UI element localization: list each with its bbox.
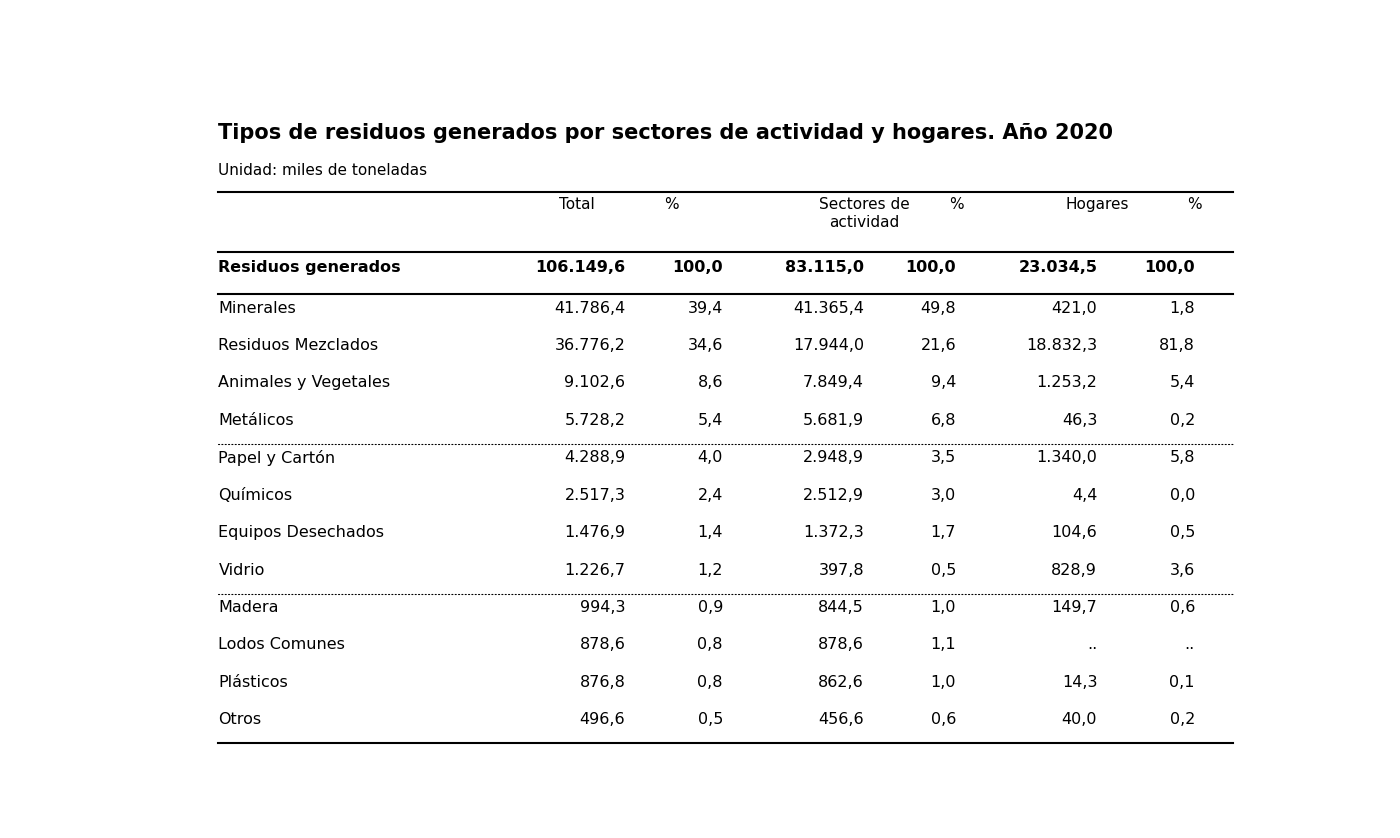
Text: 0,6: 0,6: [1169, 600, 1196, 615]
Text: 46,3: 46,3: [1061, 413, 1098, 428]
Text: Residuos Mezclados: Residuos Mezclados: [218, 338, 378, 353]
Text: ..: ..: [1184, 638, 1196, 653]
Text: 2.948,9: 2.948,9: [804, 450, 864, 465]
Text: 81,8: 81,8: [1159, 338, 1196, 353]
Text: 862,6: 862,6: [818, 675, 864, 690]
Text: 6,8: 6,8: [931, 413, 956, 428]
Text: 5,4: 5,4: [697, 413, 722, 428]
Text: Madera: Madera: [218, 600, 279, 615]
Text: 0,1: 0,1: [1169, 675, 1196, 690]
Text: 1.476,9: 1.476,9: [564, 525, 626, 541]
Text: 0,2: 0,2: [1169, 712, 1196, 727]
Text: 1,0: 1,0: [931, 675, 956, 690]
Text: 0,2: 0,2: [1169, 413, 1196, 428]
Text: 1.226,7: 1.226,7: [564, 562, 626, 577]
Text: 456,6: 456,6: [819, 712, 864, 727]
Text: 0,9: 0,9: [697, 600, 722, 615]
Text: 1.340,0: 1.340,0: [1036, 450, 1098, 465]
Text: 878,6: 878,6: [818, 638, 864, 653]
Text: 41.365,4: 41.365,4: [792, 301, 864, 316]
Text: 4,4: 4,4: [1072, 488, 1098, 503]
Text: 21,6: 21,6: [921, 338, 956, 353]
Text: Papel y Cartón: Papel y Cartón: [218, 450, 336, 466]
Text: 23.034,5: 23.034,5: [1018, 260, 1098, 275]
Text: 104,6: 104,6: [1051, 525, 1098, 541]
Text: 421,0: 421,0: [1051, 301, 1098, 316]
Text: 8,6: 8,6: [697, 375, 722, 391]
Text: %: %: [665, 198, 679, 212]
Text: 83.115,0: 83.115,0: [785, 260, 864, 275]
Text: 100,0: 100,0: [672, 260, 722, 275]
Text: Lodos Comunes: Lodos Comunes: [218, 638, 346, 653]
Text: 1,7: 1,7: [931, 525, 956, 541]
Text: 1,8: 1,8: [1169, 301, 1196, 316]
Text: 100,0: 100,0: [906, 260, 956, 275]
Text: 3,5: 3,5: [931, 450, 956, 465]
Text: 844,5: 844,5: [818, 600, 864, 615]
Text: 1,0: 1,0: [931, 600, 956, 615]
Text: 41.786,4: 41.786,4: [554, 301, 626, 316]
Text: 0,8: 0,8: [697, 675, 722, 690]
Text: Equipos Desechados: Equipos Desechados: [218, 525, 385, 541]
Text: 2.517,3: 2.517,3: [564, 488, 626, 503]
Text: 149,7: 149,7: [1051, 600, 1098, 615]
Text: 18.832,3: 18.832,3: [1026, 338, 1098, 353]
Text: 5.728,2: 5.728,2: [564, 413, 626, 428]
Text: 4,0: 4,0: [697, 450, 722, 465]
Text: 1,2: 1,2: [697, 562, 722, 577]
Text: 0,5: 0,5: [1169, 525, 1196, 541]
Text: 1,1: 1,1: [931, 638, 956, 653]
Text: 876,8: 876,8: [580, 675, 626, 690]
Text: 5,8: 5,8: [1169, 450, 1196, 465]
Text: ..: ..: [1086, 638, 1098, 653]
Text: Tipos de residuos generados por sectores de actividad y hogares. Año 2020: Tipos de residuos generados por sectores…: [218, 123, 1113, 143]
Text: 397,8: 397,8: [819, 562, 864, 577]
Text: Plásticos: Plásticos: [218, 675, 288, 690]
Text: 34,6: 34,6: [687, 338, 722, 353]
Text: 1.372,3: 1.372,3: [804, 525, 864, 541]
Text: 0,8: 0,8: [697, 638, 722, 653]
Text: Animales y Vegetales: Animales y Vegetales: [218, 375, 391, 391]
Text: 17.944,0: 17.944,0: [792, 338, 864, 353]
Text: 49,8: 49,8: [921, 301, 956, 316]
Text: 1.253,2: 1.253,2: [1036, 375, 1098, 391]
Text: 2.512,9: 2.512,9: [804, 488, 864, 503]
Text: 878,6: 878,6: [580, 638, 626, 653]
Text: 40,0: 40,0: [1061, 712, 1098, 727]
Text: 39,4: 39,4: [687, 301, 722, 316]
Text: 0,0: 0,0: [1169, 488, 1196, 503]
Text: %: %: [1187, 198, 1203, 212]
Text: 7.849,4: 7.849,4: [804, 375, 864, 391]
Text: 828,9: 828,9: [1051, 562, 1098, 577]
Text: Hogares: Hogares: [1065, 198, 1128, 212]
Text: 9.102,6: 9.102,6: [564, 375, 626, 391]
Text: %: %: [949, 198, 963, 212]
Text: Químicos: Químicos: [218, 488, 293, 503]
Text: 2,4: 2,4: [697, 488, 722, 503]
Text: 36.776,2: 36.776,2: [554, 338, 626, 353]
Text: 0,6: 0,6: [931, 712, 956, 727]
Text: 3,0: 3,0: [931, 488, 956, 503]
Text: 1,4: 1,4: [697, 525, 722, 541]
Text: 994,3: 994,3: [580, 600, 626, 615]
Text: Unidad: miles de toneladas: Unidad: miles de toneladas: [218, 163, 427, 178]
Text: Residuos generados: Residuos generados: [218, 260, 400, 275]
Text: Sectores de
actividad: Sectores de actividad: [819, 198, 910, 230]
Text: 5,4: 5,4: [1169, 375, 1196, 391]
Text: 4.288,9: 4.288,9: [564, 450, 626, 465]
Text: Otros: Otros: [218, 712, 262, 727]
Text: 0,5: 0,5: [931, 562, 956, 577]
Text: Total: Total: [559, 198, 595, 212]
Text: Metálicos: Metálicos: [218, 413, 294, 428]
Text: 106.149,6: 106.149,6: [535, 260, 626, 275]
Text: 9,4: 9,4: [931, 375, 956, 391]
Text: 14,3: 14,3: [1061, 675, 1098, 690]
Text: 0,5: 0,5: [697, 712, 722, 727]
Text: Vidrio: Vidrio: [218, 562, 265, 577]
Text: 496,6: 496,6: [580, 712, 626, 727]
Text: 100,0: 100,0: [1144, 260, 1196, 275]
Text: Minerales: Minerales: [218, 301, 297, 316]
Text: 5.681,9: 5.681,9: [802, 413, 864, 428]
Text: 3,6: 3,6: [1169, 562, 1196, 577]
